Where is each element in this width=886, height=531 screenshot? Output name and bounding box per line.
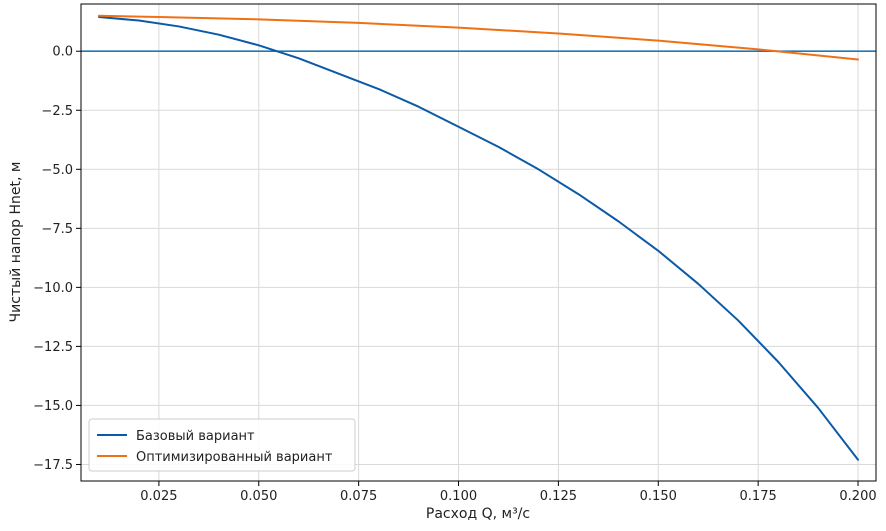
x-tick-label: 0.150 [640,489,677,504]
x-tick-label: 0.050 [240,489,277,504]
y-axis-label: Чистый напор Hnet, м [8,162,24,323]
series-line-optimized [97,14,860,61]
x-tick-label: 0.075 [340,489,377,504]
x-tick-label: 0.100 [440,489,477,504]
y-tick-label: −5.0 [41,163,73,178]
legend-label-base: Базовый вариант [136,429,255,444]
legend-label-optimized: Оптимизированный вариант [136,450,333,465]
x-tick-label: 0.175 [740,489,777,504]
y-tick-label: −17.5 [33,458,73,473]
y-axis-ticks: 0.0 −2.5 −5.0 −7.5 −10.0 −12.5 −15.0 −17.5 [33,45,81,473]
grid-lines [81,4,876,481]
y-tick-label: −2.5 [41,104,73,119]
y-tick-label: −15.0 [33,399,73,414]
plot-frame [80,3,877,482]
x-axis-ticks: 0.025 0.050 0.075 0.100 0.125 0.150 0.175 0.200 [140,481,877,504]
x-tick-label: 0.025 [140,489,177,504]
y-tick-label: −12.5 [33,340,73,355]
y-tick-label: −7.5 [41,222,73,237]
legend: Базовый вариант Оптимизированный вариант [88,418,356,472]
x-axis-label: Расход Q, м³/с [426,506,530,522]
x-tick-label: 0.200 [839,489,876,504]
legend-frame [88,418,356,472]
y-tick-label: −10.0 [33,281,73,296]
y-tick-label: 0.0 [52,45,73,60]
series-line-base [97,15,860,461]
x-tick-label: 0.125 [540,489,577,504]
series-lines [97,14,860,461]
